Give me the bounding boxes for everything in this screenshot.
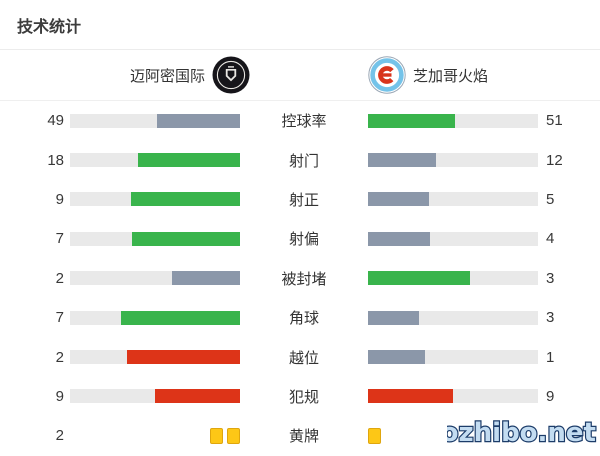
stat-row: 18 射门 12 — [0, 140, 600, 179]
home-value: 2 — [55, 348, 64, 366]
away-cards — [368, 427, 381, 444]
home-value: 2 — [55, 427, 64, 445]
home-bar-fill — [121, 310, 240, 325]
stat-row: 2 被封堵 3 — [0, 259, 600, 298]
away-team: 芝加哥火焰 — [368, 50, 488, 100]
away-bar-fill — [368, 192, 429, 207]
stat-label: 射偏 — [288, 231, 319, 249]
home-bar — [70, 427, 240, 444]
home-bar-fill — [138, 153, 240, 168]
away-bar — [368, 271, 538, 286]
home-cards — [210, 427, 240, 444]
away-team-name: 芝加哥火焰 — [413, 67, 489, 85]
away-bar — [368, 350, 538, 365]
away-bar-fill — [368, 389, 453, 404]
stat-label: 控球率 — [281, 113, 327, 131]
stats-list: 49 控球率 51 18 射门 12 9 射正 — [0, 101, 600, 456]
stat-row: 9 犯规 9 — [0, 377, 600, 416]
home-value: 2 — [55, 269, 64, 287]
stat-label: 犯规 — [288, 388, 319, 406]
home-bar-fill — [130, 192, 240, 207]
away-bar — [368, 389, 538, 404]
chicago-fire-logo-icon — [368, 56, 406, 94]
home-value: 18 — [47, 151, 64, 169]
away-bar — [368, 427, 538, 444]
away-bar — [368, 310, 538, 325]
title-divider — [0, 49, 600, 50]
home-value: 49 — [47, 112, 64, 130]
stat-row: 7 角球 3 — [0, 298, 600, 337]
stat-row: 9 射正 5 — [0, 180, 600, 219]
stat-row: 49 控球率 51 — [0, 101, 600, 140]
watermark-text: Yoozhibo.net — [447, 418, 596, 448]
home-bar-fill — [131, 231, 240, 246]
page-title: 技术统计 — [17, 19, 82, 36]
stat-row: 7 射偏 4 — [0, 219, 600, 258]
away-bar-fill — [368, 153, 436, 168]
home-bar-fill — [126, 350, 240, 365]
away-value: 12 — [546, 151, 563, 169]
away-bar-fill — [368, 350, 425, 365]
home-bar — [70, 231, 240, 246]
home-bar — [70, 192, 240, 207]
stat-label: 角球 — [288, 310, 319, 328]
home-bar — [70, 310, 240, 325]
away-bar — [368, 192, 538, 207]
home-bar — [70, 271, 240, 286]
stat-row: 2 黄牌 1 — [0, 416, 600, 455]
home-value: 9 — [55, 190, 64, 208]
home-value: 9 — [55, 387, 64, 405]
away-value: 3 — [546, 269, 555, 287]
away-bar — [368, 153, 538, 168]
yellow-card-icon — [227, 427, 240, 444]
home-bar — [70, 153, 240, 168]
away-value: 1 — [546, 348, 555, 366]
watermark: Yoozhibo.net Yoozhibo.net — [402, 411, 599, 454]
stat-label: 被封堵 — [281, 270, 327, 288]
home-bar — [70, 350, 240, 365]
home-team: 迈阿密国际 — [130, 50, 250, 100]
home-bar — [70, 389, 240, 404]
stat-row: 2 越位 1 — [0, 337, 600, 376]
away-bar-fill — [368, 271, 470, 286]
home-value: 7 — [55, 309, 64, 327]
stat-label: 射门 — [288, 152, 319, 170]
home-bar-fill — [155, 389, 240, 404]
inter-miami-logo-icon — [212, 56, 250, 94]
home-bar — [70, 113, 240, 128]
home-value: 7 — [55, 230, 64, 248]
away-value: 3 — [546, 309, 555, 327]
away-bar — [368, 231, 538, 246]
away-value: 4 — [546, 230, 555, 248]
stat-label: 射正 — [288, 191, 319, 209]
away-value: 51 — [546, 112, 563, 130]
away-bar — [368, 113, 538, 128]
away-bar-fill — [368, 231, 430, 246]
teams-header: 迈阿密国际 芝加哥火焰 — [0, 50, 600, 100]
yellow-card-icon — [368, 427, 381, 444]
home-bar-fill — [172, 271, 240, 286]
stat-label: 越位 — [288, 349, 319, 367]
stat-label: 黄牌 — [288, 428, 319, 446]
away-value: 9 — [546, 387, 555, 405]
away-value: 1 — [546, 427, 555, 445]
away-bar-fill — [368, 113, 455, 128]
header-divider — [0, 100, 600, 101]
away-bar-fill — [368, 310, 419, 325]
home-bar-fill — [156, 113, 240, 128]
away-value: 5 — [546, 190, 555, 208]
home-team-name: 迈阿密国际 — [129, 67, 205, 85]
yellow-card-icon — [210, 427, 223, 444]
